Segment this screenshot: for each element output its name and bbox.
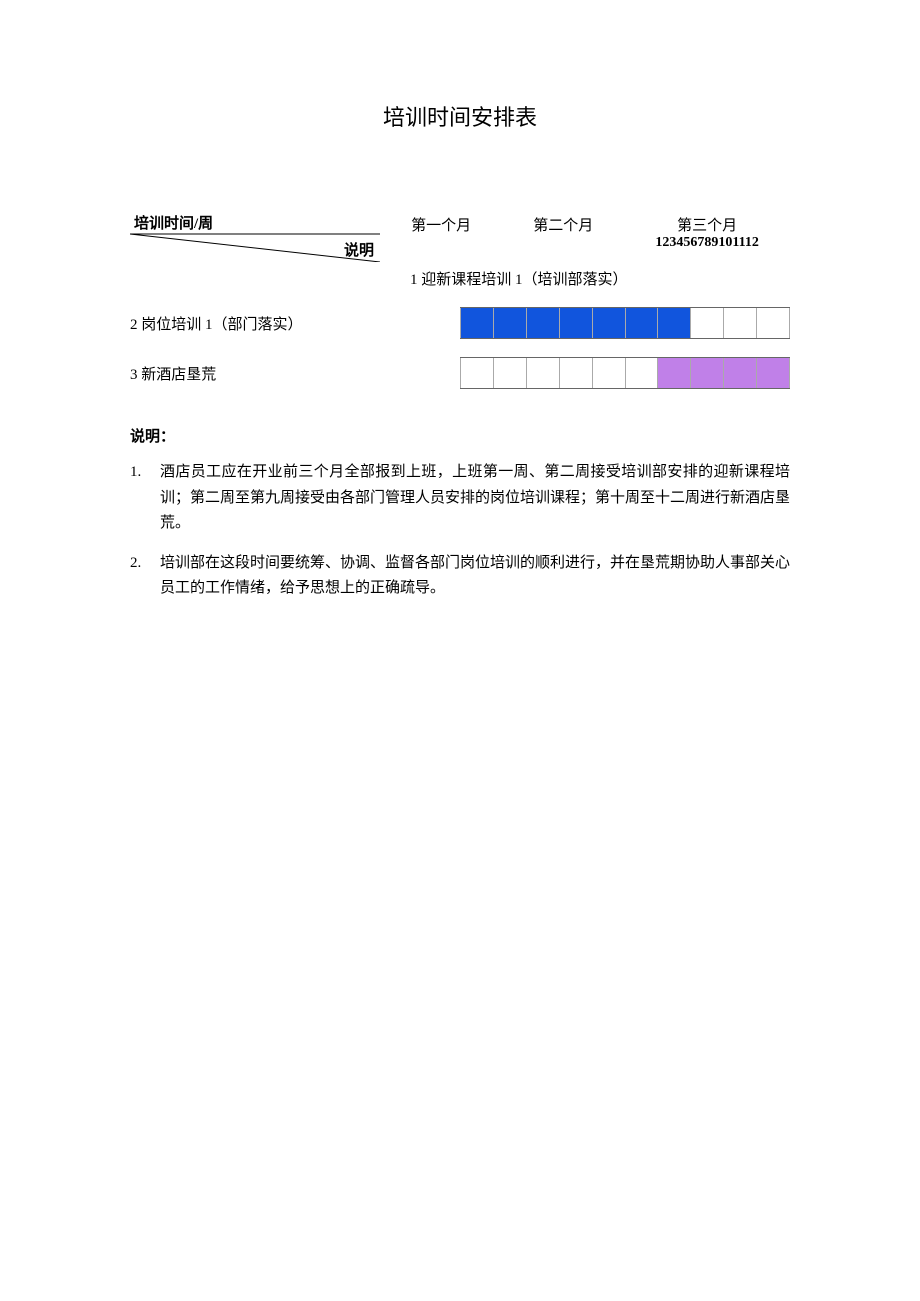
gantt-cell xyxy=(724,308,757,338)
gantt-cell xyxy=(757,358,790,388)
header-time-label: 培训时间/周 xyxy=(134,212,213,233)
month-3-label: 第三个月 xyxy=(655,214,758,235)
month-1-label: 第一个月 xyxy=(411,214,471,251)
note-item: 2.培训部在这段时间要统筹、协调、监督各部门岗位培训的顺利进行，并在垦荒期协助人… xyxy=(130,551,790,602)
gantt-cell xyxy=(494,308,527,338)
gantt-cell xyxy=(724,358,757,388)
diagonal-header-cell: 培训时间/周 说明 xyxy=(130,212,380,262)
gantt-rows: 2 岗位培训 1（部门落实） 3 新酒店垦荒 xyxy=(130,307,790,389)
table-row: 3 新酒店垦荒 xyxy=(130,357,790,389)
gantt-cell xyxy=(626,358,659,388)
gantt-cell xyxy=(460,308,494,338)
header-desc-label: 说明 xyxy=(344,239,374,260)
gantt-cell xyxy=(593,308,626,338)
month-2-label: 第二个月 xyxy=(533,214,593,251)
note-item: 1.酒店员工应在开业前三个月全部报到上班，上班第一周、第二周接受培训部安排的迎新… xyxy=(130,460,790,537)
row-label: 2 岗位培训 1（部门落实） xyxy=(130,313,460,334)
gantt-cell xyxy=(658,358,691,388)
gantt-cell xyxy=(560,358,593,388)
page: 培训时间安排表 培训时间/周 说明 第一个月 第二个月 第三个月 1234567… xyxy=(0,0,920,656)
notes-title: 说明： xyxy=(130,425,790,446)
row-1-label: 1 迎新课程培训 1（培训部落实） xyxy=(410,268,790,289)
gantt-cell xyxy=(691,308,724,338)
gantt-cell xyxy=(527,308,560,338)
gantt-cell xyxy=(593,358,626,388)
gantt-cell xyxy=(658,308,691,338)
gantt-cell xyxy=(626,308,659,338)
week-numbers: 123456789101112 xyxy=(655,235,758,251)
note-text: 培训部在这段时间要统筹、协调、监督各部门岗位培训的顺利进行，并在垦荒期协助人事部… xyxy=(160,551,790,602)
table-row: 2 岗位培训 1（部门落实） xyxy=(130,307,790,339)
gantt-bar xyxy=(460,307,790,339)
gantt-cell xyxy=(460,358,494,388)
gantt-cell xyxy=(691,358,724,388)
month-3-block: 第三个月 123456789101112 xyxy=(655,214,758,251)
gantt-cell xyxy=(494,358,527,388)
page-title: 培训时间安排表 xyxy=(130,100,790,132)
gantt-bar xyxy=(460,357,790,389)
note-number: 1. xyxy=(130,460,160,537)
table-header: 培训时间/周 说明 第一个月 第二个月 第三个月 123456789101112 xyxy=(130,212,790,262)
row-label: 3 新酒店垦荒 xyxy=(130,363,460,384)
gantt-cell xyxy=(527,358,560,388)
months-column: 第一个月 第二个月 第三个月 123456789101112 xyxy=(380,212,790,251)
note-number: 2. xyxy=(130,551,160,602)
gantt-cell xyxy=(757,308,790,338)
note-text: 酒店员工应在开业前三个月全部报到上班，上班第一周、第二周接受培训部安排的迎新课程… xyxy=(160,460,790,537)
gantt-cell xyxy=(560,308,593,338)
notes-list: 1.酒店员工应在开业前三个月全部报到上班，上班第一周、第二周接受培训部安排的迎新… xyxy=(130,460,790,602)
